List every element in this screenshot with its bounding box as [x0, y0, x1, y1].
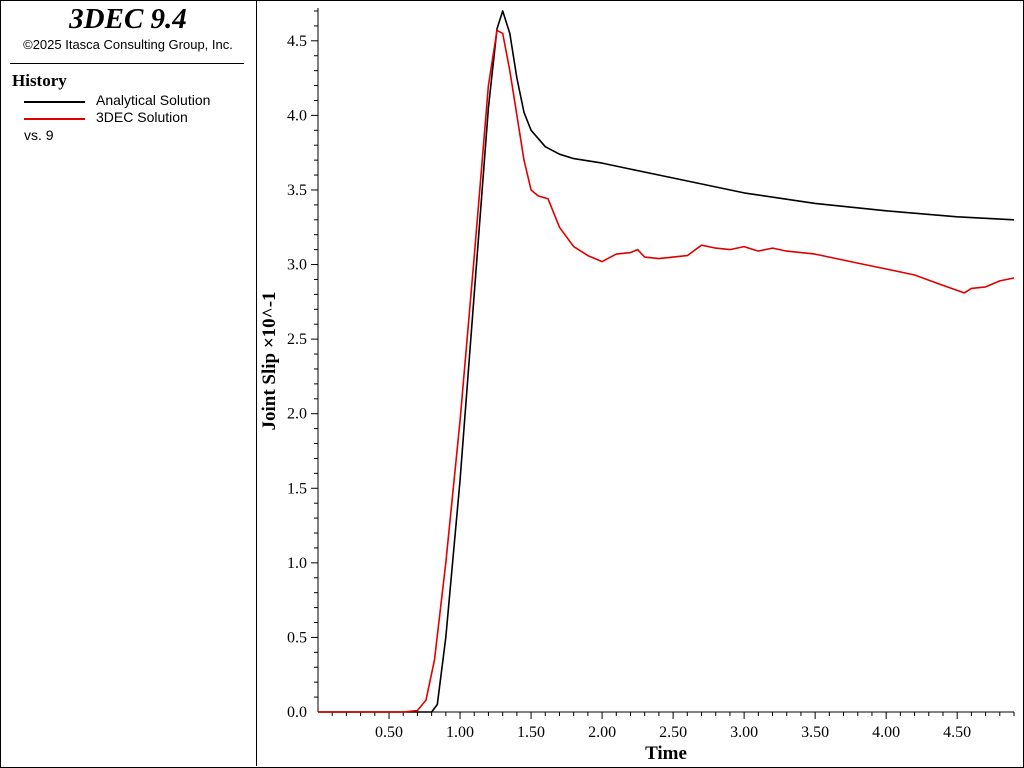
x-tick-label: 4.50 [943, 724, 971, 741]
legend-label-3dec: 3DEC Solution [96, 109, 188, 125]
y-axis-title: Joint Slip ×10^-1 [259, 291, 280, 430]
y-tick-label: 2.5 [287, 331, 307, 348]
x-tick-label: 2.00 [588, 724, 616, 741]
copyright-notice: ©2025 Itasca Consulting Group, Inc. [23, 37, 233, 52]
chart-series [318, 10, 1015, 713]
legend-label-analytical: Analytical Solution [96, 92, 211, 108]
y-tick-label: 1.5 [287, 480, 307, 497]
y-tick-label: 0.5 [287, 629, 307, 646]
y-tick-label: 3.0 [287, 257, 307, 274]
x-tick-label: 2.50 [659, 724, 687, 741]
x-tick-label: 1.00 [446, 724, 474, 741]
x-tick-label: 3.50 [801, 724, 829, 741]
legend-swatch-analytical [24, 101, 85, 103]
series-line-analytical [318, 10, 1015, 713]
legend-panel: 3DEC 9.4 ©2025 Itasca Consulting Group, … [0, 0, 257, 766]
y-tick-label: 1.0 [287, 555, 307, 572]
x-axis-title: Time [645, 743, 687, 764]
x-tick-label: 0.50 [375, 724, 403, 741]
y-tick-label: 3.5 [287, 182, 307, 199]
y-tick-label: 0.0 [287, 704, 307, 721]
legend-heading: History [12, 71, 67, 90]
x-tick-label: 4.00 [872, 724, 900, 741]
app-title: 3DEC 9.4 [69, 3, 187, 35]
y-tick-label: 4.0 [287, 107, 307, 124]
chart-axes: 0.50 1.00 1.50 2.00 2.50 3.00 3.50 4.00 4.50 0.0 0… [287, 8, 1015, 741]
x-tick-label: 3.00 [730, 724, 758, 741]
legend-swatch-3dec [24, 118, 85, 120]
series-line-3dec [318, 29, 1015, 713]
y-tick-label: 2.0 [287, 406, 307, 423]
title-divider [10, 63, 244, 64]
y-tick-label: 4.5 [287, 33, 307, 50]
x-tick-label: 1.50 [517, 724, 545, 741]
vs-label: vs. 9 [24, 127, 54, 143]
